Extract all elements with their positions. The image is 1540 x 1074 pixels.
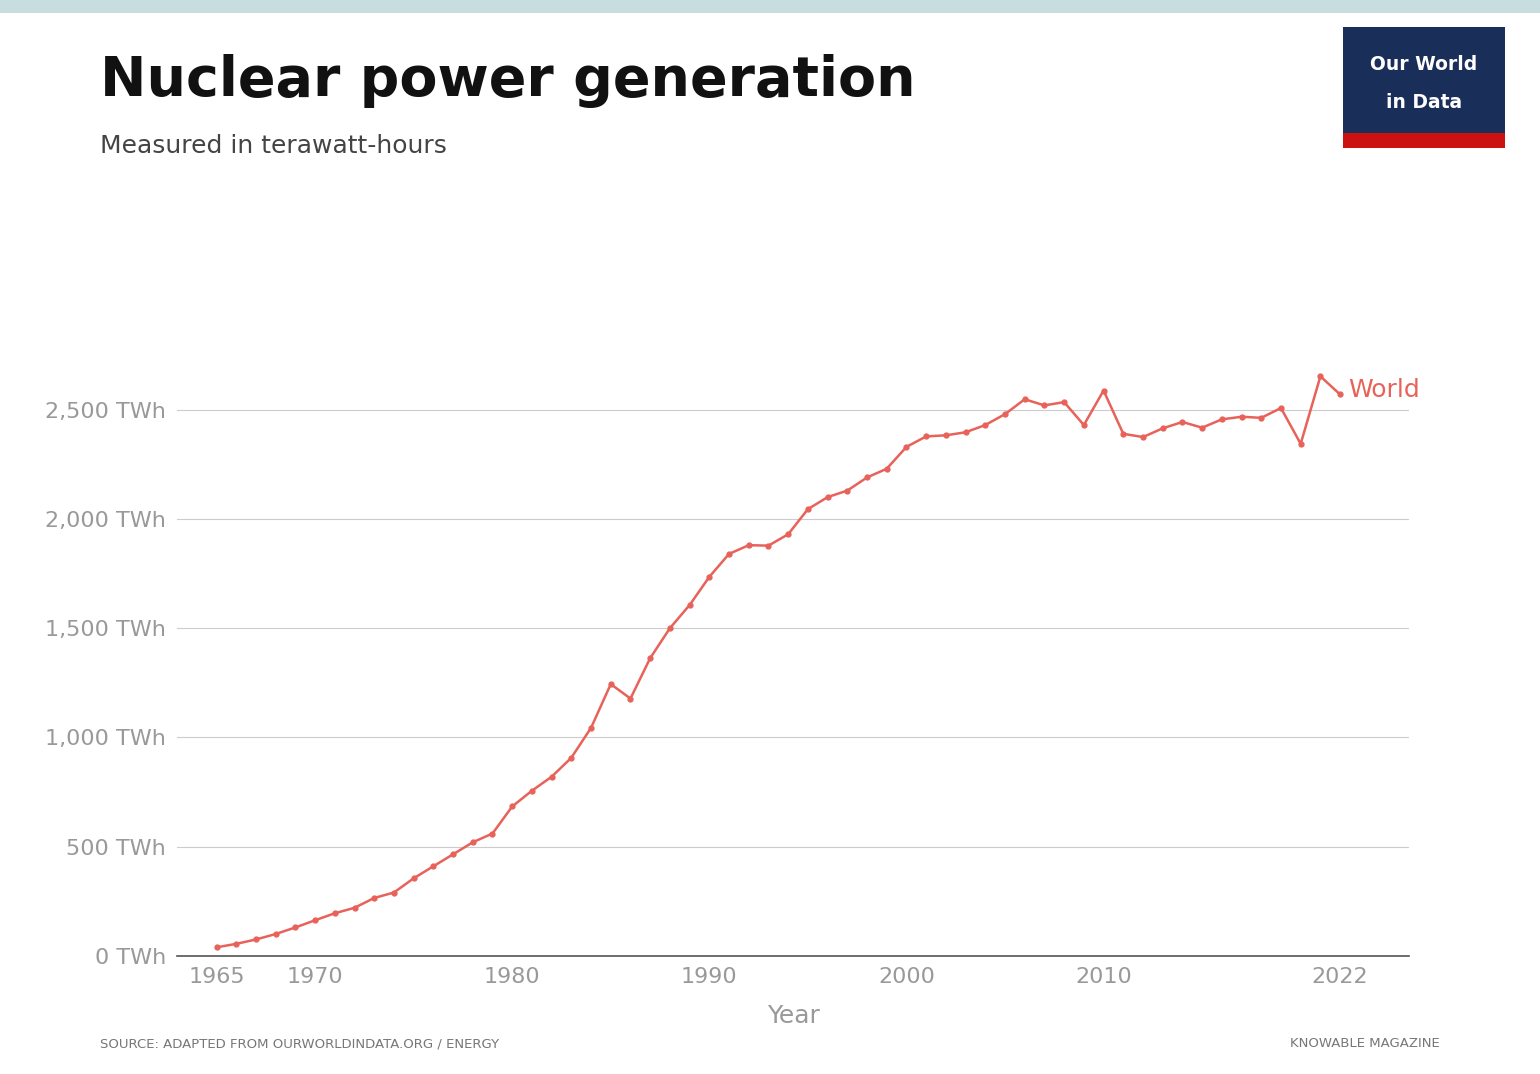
Text: KNOWABLE MAGAZINE: KNOWABLE MAGAZINE xyxy=(1291,1037,1440,1050)
Text: in Data: in Data xyxy=(1386,92,1461,112)
Text: Our World: Our World xyxy=(1371,55,1477,74)
Text: Measured in terawatt-hours: Measured in terawatt-hours xyxy=(100,134,447,158)
Text: Nuclear power generation: Nuclear power generation xyxy=(100,54,916,107)
Text: World: World xyxy=(1348,378,1420,402)
Text: SOURCE: ADAPTED FROM OURWORLDINDATA.ORG / ENERGY: SOURCE: ADAPTED FROM OURWORLDINDATA.ORG … xyxy=(100,1037,499,1050)
X-axis label: Year: Year xyxy=(767,1003,819,1028)
